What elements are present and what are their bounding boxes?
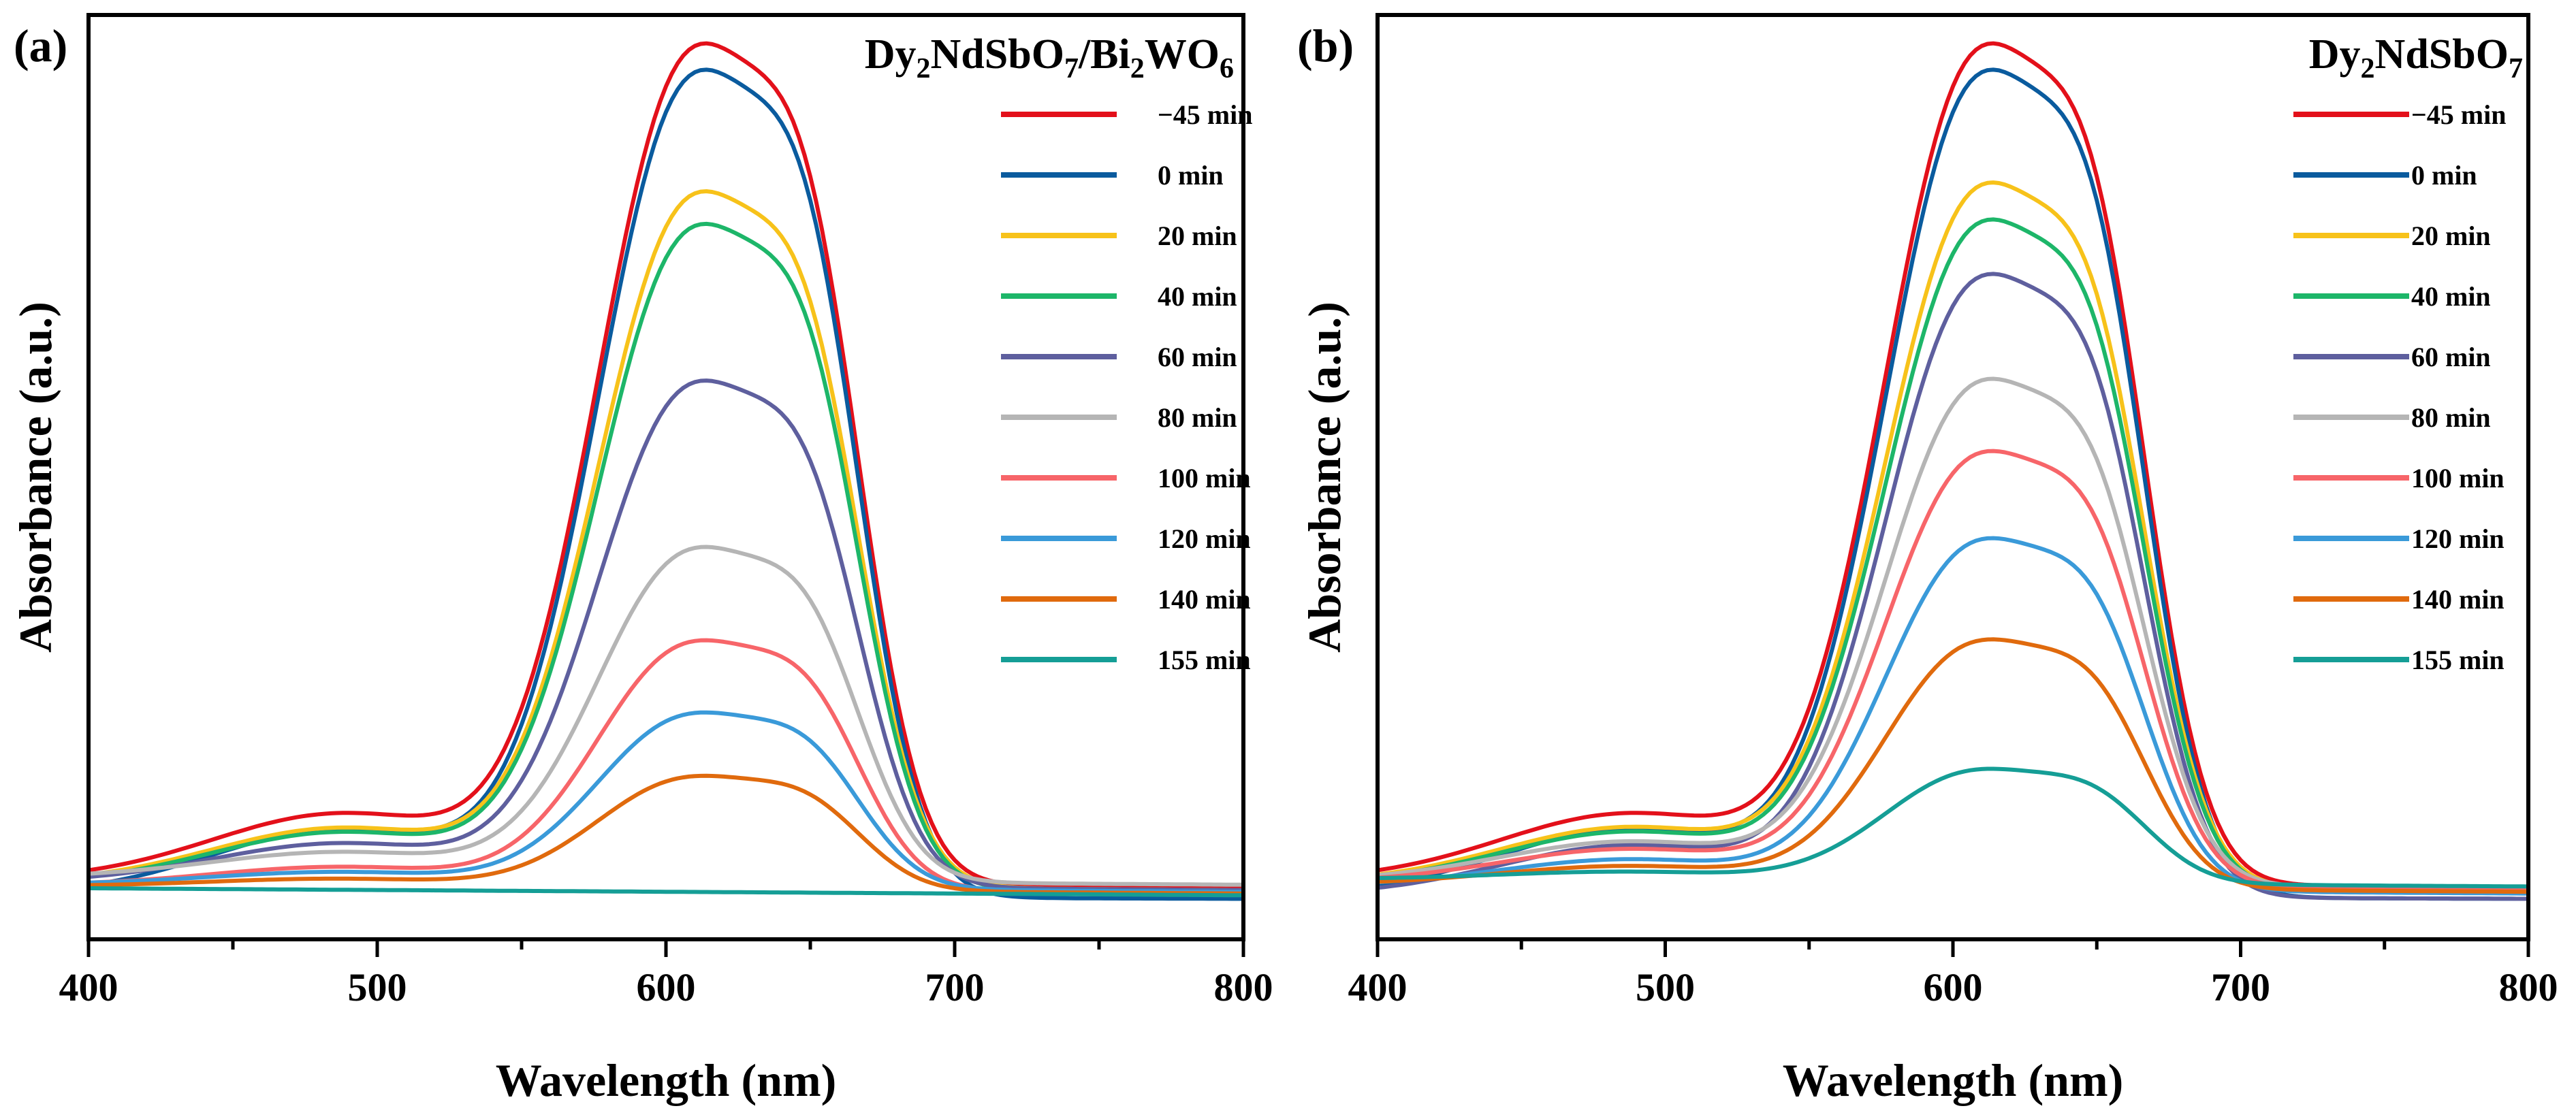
legend-label-6: 100 min: [2411, 463, 2505, 493]
x-tick-label: 800: [2499, 965, 2558, 1009]
x-tick-label: 400: [59, 965, 118, 1009]
legend-label-1: 0 min: [1158, 160, 1224, 191]
legend-label-1: 0 min: [2411, 160, 2477, 191]
legend-label-3: 40 min: [1158, 281, 1237, 312]
y-axis-label: Absorbance (a.u.): [10, 302, 61, 653]
panel-a: 400 500 600 700 800 Wavelength (nm) Absorbance…: [10, 13, 1273, 1106]
legend-label-6: 100 min: [1158, 463, 1251, 493]
series-line-5: [1378, 376, 2528, 890]
legend-label-9: 155 min: [2411, 645, 2505, 675]
legend-label-7: 120 min: [2411, 523, 2505, 554]
legend-label-0: −45 min: [1158, 99, 1252, 130]
curves: [1378, 41, 2528, 901]
panel-label: (a): [14, 20, 67, 71]
legend-label-9: 155 min: [1158, 645, 1251, 675]
series-line-4: [89, 378, 1243, 892]
x-tick-label: 700: [2211, 965, 2270, 1009]
series-line-0: [89, 41, 1243, 890]
series-line-4: [1378, 272, 2528, 901]
chart-title: Dy2NdSbO7: [2309, 31, 2523, 84]
chart-title: Dy2NdSbO7/Bi2WO6: [865, 31, 1234, 84]
x-axis-label: Wavelength (nm): [1783, 1054, 2124, 1106]
panel-label: (b): [1297, 20, 1354, 71]
series-line-0: [1378, 41, 2528, 890]
x-tick-label: 600: [637, 965, 696, 1009]
x-tick-label: 400: [1348, 965, 1408, 1009]
y-axis-label: Absorbance (a.u.): [1299, 302, 1350, 653]
x-tick-label: 500: [1636, 965, 1695, 1009]
legend-label-7: 120 min: [1158, 523, 1251, 554]
series-line-9: [1378, 766, 2528, 889]
series-line-7: [89, 710, 1243, 894]
series-line-3: [89, 221, 1243, 894]
legend-label-5: 80 min: [2411, 402, 2491, 433]
series-line-9: [89, 886, 1243, 898]
x-tick-label: 500: [348, 965, 407, 1009]
x-tick-label: 600: [1924, 965, 1983, 1009]
legend-label-2: 20 min: [1158, 221, 1237, 251]
series-line-8: [1378, 637, 2528, 894]
legend-label-0: −45 min: [2411, 99, 2506, 130]
legend-label-2: 20 min: [2411, 221, 2491, 251]
legend-label-3: 40 min: [2411, 281, 2491, 312]
legend-label-8: 140 min: [1158, 584, 1251, 615]
x-axis-label: Wavelength (nm): [496, 1054, 837, 1106]
series-line-1: [89, 67, 1243, 901]
x-tick-label: 700: [925, 965, 985, 1009]
x-tick-label: 800: [1214, 965, 1273, 1009]
series-line-5: [89, 545, 1243, 887]
curves: [89, 41, 1243, 901]
legend-label-4: 60 min: [2411, 342, 2491, 372]
panel-b: 400 500 600 700 800 Wavelength (nm) Absorbance…: [1297, 13, 2558, 1106]
legend-label-8: 140 min: [2411, 584, 2505, 615]
legend-label-5: 80 min: [1158, 402, 1237, 433]
legend-label-4: 60 min: [1158, 342, 1237, 372]
